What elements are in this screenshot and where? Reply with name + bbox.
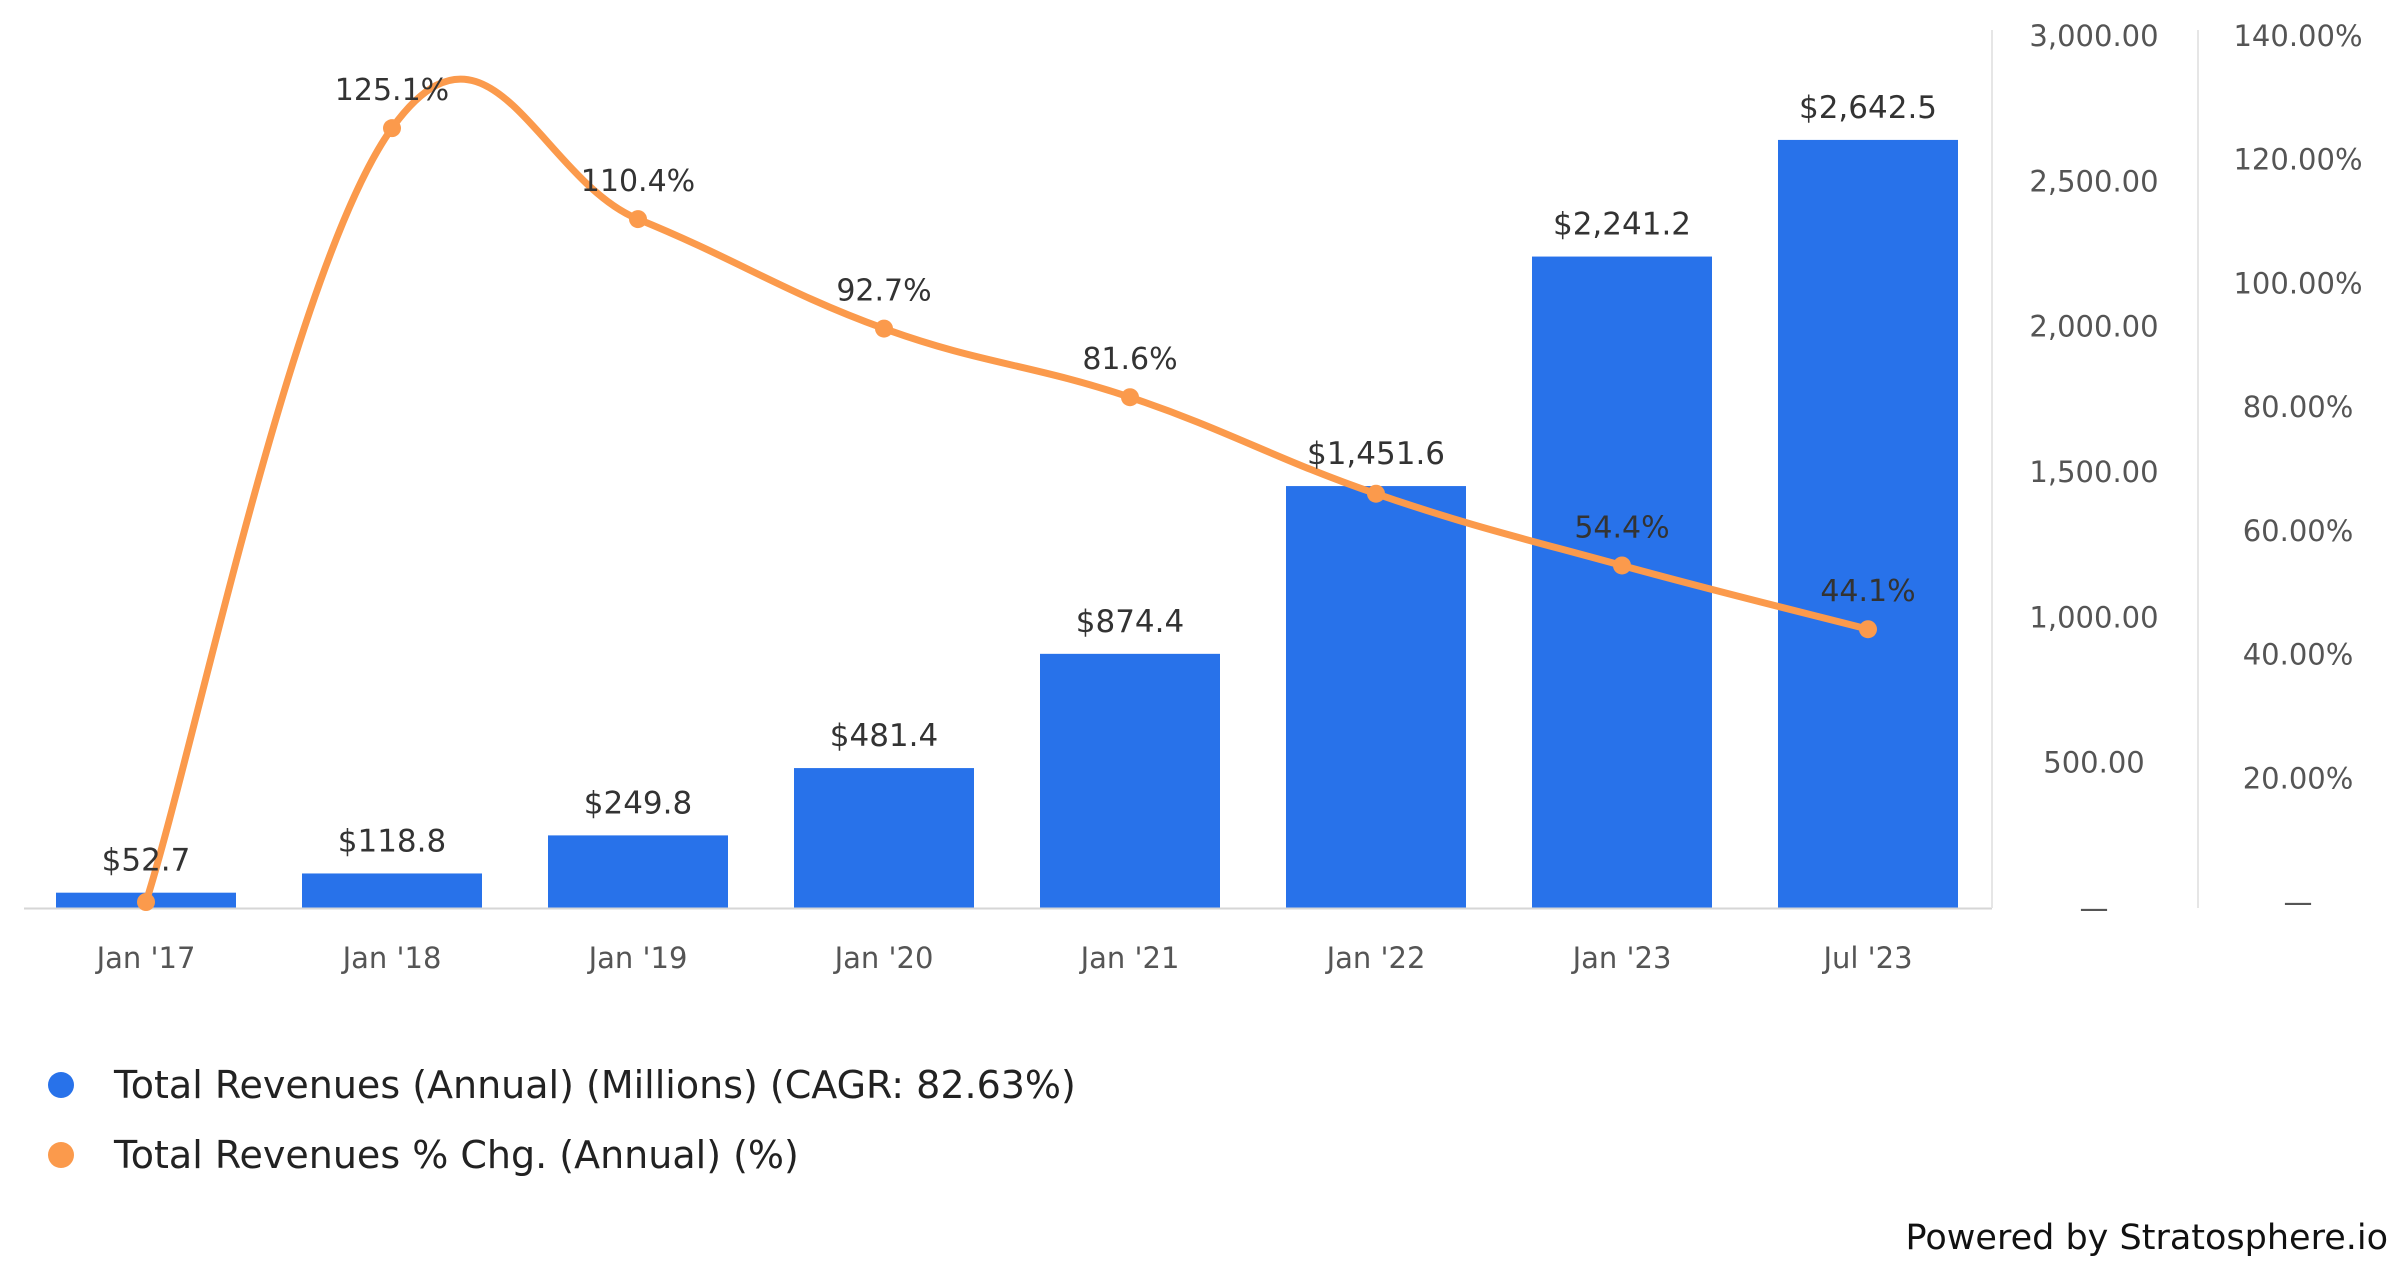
line-point-4 <box>1121 388 1139 407</box>
x-tick-label-3: Jan '20 <box>833 941 934 975</box>
x-tick-label-5: Jan '22 <box>1325 941 1426 975</box>
left-tick-label-4: 2,000.00 <box>2029 310 2158 344</box>
line-point-3 <box>875 319 893 338</box>
legend-dot-revenue <box>48 1072 74 1098</box>
left-tick-label-0: — <box>2080 891 2109 925</box>
bar-label-6: $2,241.2 <box>1553 207 1691 243</box>
right-tick-label-4: 80.00% <box>2243 390 2354 424</box>
powered-by-link[interactable]: Powered by Stratosphere.io <box>1905 1218 2388 1258</box>
legend-dot-pct-change <box>48 1142 74 1168</box>
line-label-1: 125.1% <box>335 73 449 108</box>
bar-7 <box>1778 139 1958 908</box>
bar-labels: $52.7 $118.8 $249.8 $481.4 $874.4 $1,451.6 $2,… <box>102 90 1937 879</box>
x-tick-label-2: Jan '19 <box>587 941 688 975</box>
left-axis-ticks: — 500.00 1,000.00 1,500.00 2,000.00 2,500.00 3… <box>2029 19 2158 925</box>
bar-label-2: $249.8 <box>584 785 692 821</box>
left-tick-label-2: 1,000.00 <box>2029 600 2158 634</box>
x-tick-label-4: Jan '21 <box>1079 941 1180 975</box>
bar-1 <box>302 873 482 908</box>
x-tick-label-0: Jan '17 <box>95 941 196 975</box>
left-tick-label-3: 1,500.00 <box>2029 455 2158 489</box>
legend-label-pct-change: Total Revenues % Chg. (Annual) (%) <box>114 1133 799 1177</box>
right-tick-label-7: 140.00% <box>2233 19 2362 53</box>
legend: Total Revenues (Annual) (Millions) (CAGR… <box>48 1050 1076 1190</box>
line-label-6: 54.4% <box>1574 510 1669 545</box>
line-label-2: 110.4% <box>581 164 695 199</box>
left-tick-label-6: 3,000.00 <box>2029 19 2158 53</box>
line-point-7 <box>1859 620 1877 639</box>
line-point-1 <box>383 119 401 138</box>
bar-label-4: $874.4 <box>1076 604 1184 640</box>
x-axis-ticks: Jan '17 Jan '18 Jan '19 Jan '20 Jan '21 Jan '… <box>95 941 1913 975</box>
x-tick-label-7: Jul '23 <box>1821 941 1912 975</box>
right-tick-label-5: 100.00% <box>2233 266 2362 300</box>
line-point-2 <box>629 210 647 229</box>
right-tick-label-3: 60.00% <box>2243 514 2354 548</box>
bar-label-1: $118.8 <box>338 823 446 859</box>
bar-4 <box>1040 653 1220 908</box>
legend-item-pct-change[interactable]: Total Revenues % Chg. (Annual) (%) <box>48 1120 1076 1190</box>
line-labels: 125.1% 110.4% 92.7% 81.6% 54.4% 44.1% <box>335 73 1916 609</box>
left-tick-label-5: 2,500.00 <box>2029 164 2158 198</box>
line-point-5 <box>1367 484 1385 503</box>
line-series <box>137 75 1877 911</box>
bar-series <box>56 139 1958 908</box>
right-tick-label-6: 120.00% <box>2233 143 2362 177</box>
revenue-chart: Jan '17 Jan '18 Jan '19 Jan '20 Jan '21 Jan '… <box>24 19 2363 975</box>
legend-label-revenue: Total Revenues (Annual) (Millions) (CAGR… <box>114 1063 1076 1107</box>
line-label-7: 44.1% <box>1820 574 1915 609</box>
line-point-6 <box>1613 556 1631 575</box>
legend-item-revenue[interactable]: Total Revenues (Annual) (Millions) (CAGR… <box>48 1050 1076 1120</box>
left-tick-label-1: 500.00 <box>2043 746 2144 780</box>
right-tick-label-2: 40.00% <box>2243 638 2354 672</box>
bar-label-5: $1,451.6 <box>1307 436 1445 472</box>
right-axis-ticks: — 20.00% 40.00% 60.00% 80.00% 100.00% 120.00% 1… <box>2233 19 2362 919</box>
right-tick-label-0: — <box>2284 885 2313 919</box>
bar-label-0: $52.7 <box>102 843 191 879</box>
bar-label-3: $481.4 <box>830 718 938 754</box>
right-tick-label-1: 20.00% <box>2243 761 2354 795</box>
x-tick-label-6: Jan '23 <box>1571 941 1672 975</box>
bar-label-7: $2,642.5 <box>1799 90 1937 126</box>
bar-5 <box>1286 486 1466 908</box>
line-point-0 <box>137 893 155 911</box>
line-label-3: 92.7% <box>836 274 931 309</box>
line-label-4: 81.6% <box>1082 342 1177 377</box>
bar-3 <box>794 768 974 908</box>
axes <box>24 30 2199 910</box>
x-tick-label-1: Jan '18 <box>341 941 442 975</box>
bar-2 <box>548 835 728 908</box>
